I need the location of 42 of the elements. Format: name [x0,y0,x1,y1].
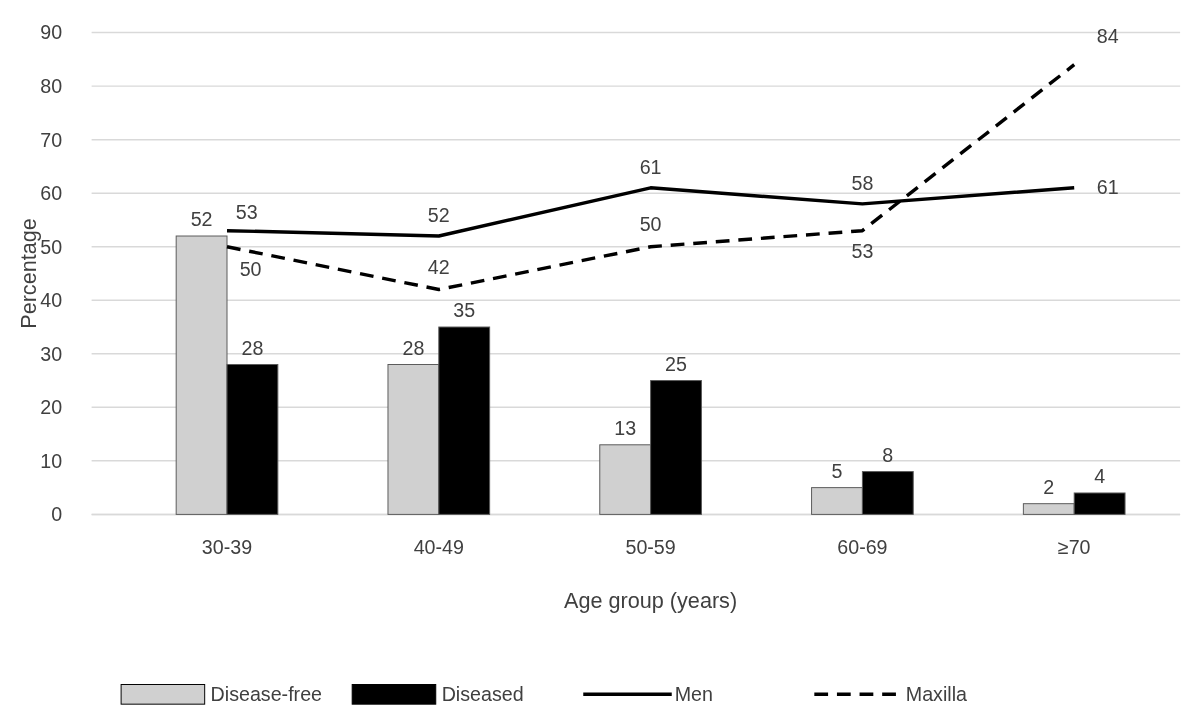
y-tick-label: 10 [40,449,63,472]
line-series [225,62,1076,292]
data-label: 50 [239,258,262,281]
data-label: 61 [639,156,662,179]
data-label: 52 [190,208,213,231]
y-tick-label: 80 [40,75,63,97]
y-tick-label: 40 [40,289,63,312]
y-tick-label: 30 [40,342,63,365]
x-tick-label: ≥70 [1057,535,1091,558]
data-label: 28 [241,336,264,359]
y-tick-label: 50 [40,235,63,258]
x-tick-label: 60-69 [837,535,888,558]
x-tick-label: 40-49 [413,535,464,558]
x-tick-label: 50-59 [625,535,676,558]
x-tick-label: 30-39 [201,535,253,558]
legend-label: Diseased [441,683,524,706]
data-label: 2 [1043,475,1055,498]
legend-label: Disease-free [210,683,323,706]
data-label: 84 [1096,25,1119,48]
data-label: 61 [1096,175,1119,198]
legend-label: Men [674,683,713,706]
data-label: 35 [453,299,476,322]
data-label: 58 [851,172,874,195]
data-label: 42 [427,255,450,278]
legend-label: Maxilla [905,683,967,706]
x-axis-title: Age group (years) [564,587,738,613]
data-label: 52 [427,204,450,227]
y-tick-label: 60 [40,182,63,205]
data-label: 8 [882,443,894,466]
y-axis-title: Percentage [15,218,41,329]
data-label: 13 [614,416,637,439]
y-tick-label: 20 [40,396,63,419]
data-label: 25 [665,352,688,375]
data-label: 53 [851,240,874,263]
y-tick-label: 70 [40,128,63,151]
data-label: 50 [639,212,662,235]
data-label: 5 [831,459,843,482]
data-label: 28 [402,336,425,359]
data-label: 4 [1094,465,1106,488]
data-label: 53 [235,200,258,223]
y-tick-label: 90 [40,21,63,44]
y-tick-label: 0 [51,503,63,526]
